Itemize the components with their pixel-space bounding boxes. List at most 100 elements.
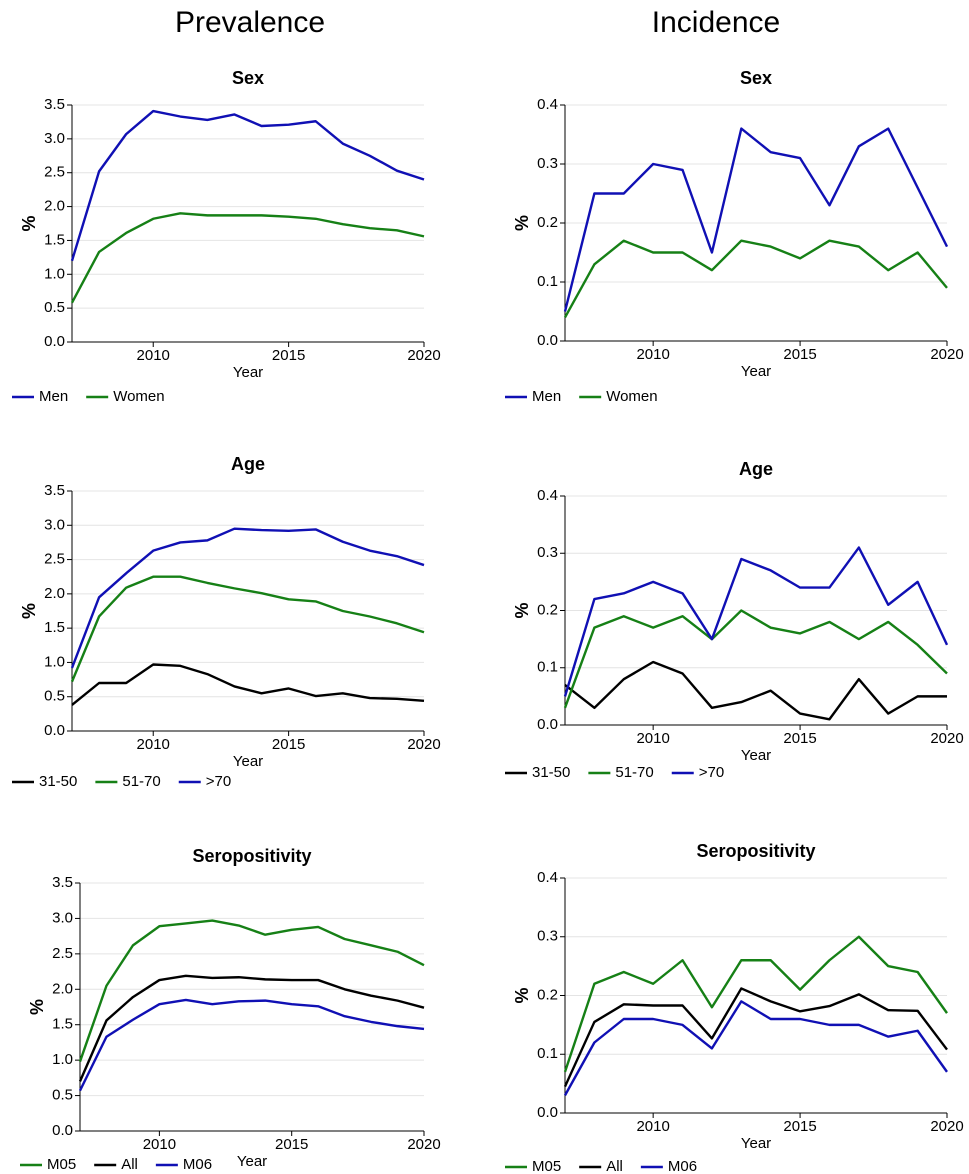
y-axis-label: % [512,215,532,231]
chart-title: Age [739,459,773,479]
y-axis-label: % [19,215,39,231]
legend-label: 31-50 [39,773,77,790]
chart-title: Sex [232,68,264,88]
x-tick-label: 2015 [783,346,816,363]
y-tick-label: 1.5 [44,231,65,248]
x-axis-label: Year [233,364,263,381]
y-tick-label: 0.4 [537,869,558,886]
y-tick-label: 3.5 [44,96,65,113]
y-tick-label: 0.4 [537,487,558,504]
x-tick-label: 2015 [275,1136,308,1153]
legend-label: Women [606,388,657,405]
x-axis-label: Year [741,747,771,764]
y-tick-label: 0.3 [537,544,558,561]
legend-label: >70 [206,773,231,790]
series-line [563,1000,948,1096]
x-tick-label: 2015 [783,730,816,747]
y-axis-label: % [27,999,47,1015]
y-tick-label: 1.5 [44,619,65,636]
y-tick-label: 0.2 [537,986,558,1003]
y-tick-label: 0.2 [537,601,558,618]
legend-label: 51-70 [615,764,653,781]
x-tick-label: 2010 [636,1118,669,1135]
x-tick-label: 2010 [636,730,669,747]
x-tick-label: 2010 [143,1136,176,1153]
x-tick-label: 2020 [407,736,440,753]
x-tick-label: 2010 [137,736,170,753]
y-tick-label: 3.0 [44,130,65,147]
series-line [78,974,425,1082]
x-axis-label: Year [233,753,263,770]
y-tick-label: 3.0 [52,909,73,926]
y-tick-label: 2.0 [44,198,65,215]
y-tick-label: 0.1 [537,273,558,290]
legend-label: >70 [699,764,724,781]
y-tick-label: 0.5 [52,1087,73,1104]
y-tick-label: 0.3 [537,155,558,172]
y-tick-label: 1.0 [44,265,65,282]
series-line [563,546,949,697]
y-tick-label: 3.5 [44,482,65,499]
legend-label: 31-50 [532,764,570,781]
legend-label: Women [113,388,164,405]
legend-label: 51-70 [122,773,160,790]
y-axis-label: % [512,602,532,618]
series-line [78,998,425,1092]
column-header: Incidence [652,6,780,39]
x-axis-label: Year [741,363,771,380]
x-tick-label: 2020 [930,1118,963,1135]
x-tick-label: 2020 [407,347,440,364]
x-axis-label: Year [741,1135,771,1152]
legend-label: M05 [532,1158,561,1174]
y-tick-label: 1.0 [52,1051,73,1068]
series-line [564,660,947,721]
y-tick-label: 0.2 [537,214,558,231]
y-tick-label: 2.5 [44,551,65,568]
x-tick-label: 2020 [930,346,963,363]
y-tick-label: 3.5 [52,874,73,891]
series-line [70,575,425,683]
y-tick-label: 0.0 [537,1104,558,1121]
y-tick-label: 0.1 [537,659,558,676]
legend-label: M05 [47,1156,76,1173]
x-axis-label: Year [237,1153,267,1170]
y-tick-label: 0.1 [537,1045,558,1062]
y-tick-label: 0.4 [537,96,558,113]
x-tick-label: 2020 [407,1136,440,1153]
y-tick-label: 0.0 [537,332,558,349]
y-axis-label: % [512,987,532,1003]
series-line [70,109,425,262]
chart-title: Age [231,454,265,474]
y-tick-label: 0.5 [44,299,65,316]
series-line [70,212,425,304]
y-tick-label: 0.0 [537,716,558,733]
legend-label: All [121,1156,138,1173]
legend-label: All [606,1158,623,1174]
y-tick-label: 2.5 [52,945,73,962]
legend-label: Men [532,388,561,405]
y-tick-label: 0.0 [52,1122,73,1139]
column-header: Prevalence [175,6,325,39]
y-tick-label: 0.3 [537,928,558,945]
y-tick-label: 2.0 [44,585,65,602]
x-tick-label: 2015 [272,736,305,753]
series-line [563,609,948,709]
x-tick-label: 2020 [930,730,963,747]
chart-title: Seropositivity [192,846,311,866]
y-tick-label: 0.5 [44,688,65,705]
y-axis-label: % [19,603,39,619]
y-tick-label: 3.0 [44,516,65,533]
y-tick-label: 1.5 [52,1016,73,1033]
y-tick-label: 0.0 [44,722,65,739]
x-tick-label: 2010 [137,347,170,364]
chart-title: Sex [740,68,772,88]
y-tick-label: 0.0 [44,333,65,350]
x-tick-label: 2015 [783,1118,816,1135]
series-line [78,919,425,1062]
series-line [71,663,425,706]
chart-title: Seropositivity [696,841,815,861]
y-tick-label: 2.0 [52,980,73,997]
series-line [563,935,948,1073]
